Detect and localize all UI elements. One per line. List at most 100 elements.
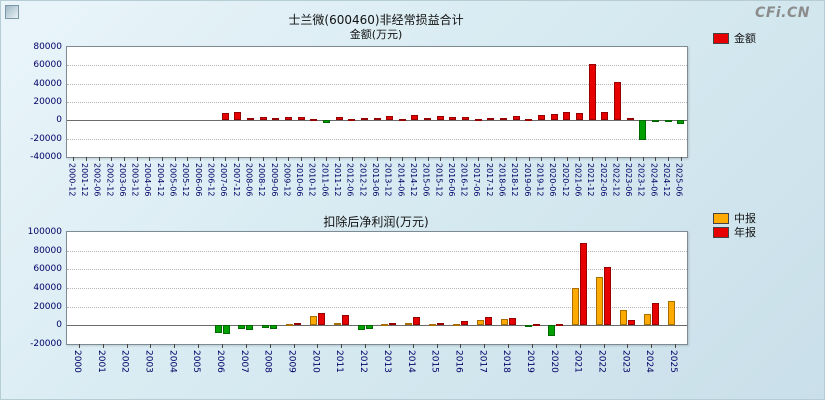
gridline	[67, 250, 687, 252]
x-axis-tick	[187, 157, 189, 161]
x-axis-tick	[566, 157, 568, 161]
bar	[548, 325, 556, 336]
x-axis-label: 2008-12	[257, 163, 267, 197]
bar	[487, 117, 495, 121]
bar	[259, 117, 267, 121]
bar	[460, 320, 468, 326]
x-axis-tick	[630, 157, 632, 161]
x-axis-tick	[98, 157, 100, 161]
x-axis-label: 2013-06	[371, 163, 380, 197]
x-axis-tick	[317, 344, 319, 348]
x-axis-label: 2005	[191, 350, 202, 373]
bar	[572, 288, 580, 326]
bar	[234, 112, 242, 121]
y-axis-label: 60000	[33, 60, 62, 71]
bar	[580, 243, 588, 326]
x-axis-tick	[222, 344, 223, 348]
app-icon	[5, 5, 19, 19]
x-axis-label: 2024	[644, 350, 655, 373]
x-axis-tick	[412, 344, 414, 348]
bar	[411, 114, 419, 121]
y-axis-label: 80000	[33, 245, 62, 256]
bar	[437, 322, 445, 326]
bar	[317, 313, 325, 326]
bar	[348, 118, 356, 121]
chart1-title: 士兰微(600460)非经常损益合计	[288, 13, 464, 27]
bar	[452, 324, 460, 327]
bar	[604, 267, 612, 326]
bar	[333, 323, 341, 326]
x-axis-tick	[579, 344, 581, 348]
x-axis-tick	[174, 157, 176, 161]
bar	[556, 324, 564, 327]
x-axis-tick	[651, 344, 653, 348]
x-axis-label: 2022-12	[611, 163, 621, 197]
chart1-x-axis: 2000-12 2001-12 2002-06 2002-12 2003-06 2003-…	[66, 161, 686, 211]
x-axis-tick	[102, 344, 104, 348]
gridline	[67, 138, 687, 140]
y-axis-label: 40000	[33, 283, 62, 293]
x-axis-label: 2011-12	[333, 163, 343, 197]
bar	[341, 315, 349, 326]
x-axis-tick	[627, 344, 629, 348]
x-axis-label: 2020	[548, 350, 559, 373]
bar	[322, 120, 330, 124]
x-axis-label: 2010-06	[295, 163, 305, 197]
x-axis-label: 2023-06	[624, 163, 634, 197]
x-axis-label: 2015	[429, 350, 440, 373]
x-axis-label: 2009	[286, 350, 297, 373]
x-axis-label: 2020-06	[548, 163, 558, 197]
x-axis-label: 2024-06	[649, 163, 659, 197]
gridline	[67, 288, 687, 289]
x-axis-label: 2014-12	[408, 163, 418, 197]
bar	[360, 117, 368, 121]
x-axis-tick	[326, 157, 328, 161]
x-axis-tick	[149, 157, 151, 161]
x-axis-label: 2005-06	[168, 163, 178, 197]
bar	[550, 114, 558, 121]
x-axis-label: 2004-12	[155, 163, 165, 197]
gridline	[67, 83, 687, 85]
bar	[626, 117, 634, 121]
x-axis-label: 2001	[95, 350, 106, 373]
bar	[246, 325, 254, 330]
bar	[449, 117, 457, 121]
legend-item-amount: 金额	[713, 31, 756, 45]
y-axis-label: -20000	[30, 339, 62, 349]
y-axis-label: 0	[56, 320, 62, 331]
bar	[238, 325, 246, 330]
x-axis-label: 2023	[620, 350, 631, 373]
legend-item-annual: 年报	[713, 225, 756, 239]
bar	[413, 316, 421, 326]
x-axis-tick	[237, 157, 239, 161]
x-axis-tick	[579, 157, 581, 161]
x-axis-tick	[111, 157, 113, 161]
x-axis-tick	[199, 157, 201, 161]
x-axis-label: 2008	[262, 350, 273, 373]
x-axis-label: 2013	[381, 350, 392, 373]
x-axis-tick	[198, 344, 200, 348]
chart1-subtitle: 金额(万元)	[349, 28, 403, 41]
bar	[588, 63, 596, 121]
x-axis-tick	[313, 157, 315, 161]
bar	[270, 325, 278, 330]
bar	[357, 325, 365, 330]
x-axis-tick	[388, 344, 390, 348]
bar	[429, 323, 437, 326]
bar	[500, 118, 508, 121]
x-axis-label: 2011-06	[320, 163, 330, 197]
gridline	[67, 306, 687, 308]
bar	[294, 323, 302, 326]
x-axis-tick	[377, 157, 378, 161]
bar	[484, 316, 492, 326]
x-axis-tick	[532, 344, 533, 348]
legend-swatch-annual-icon	[713, 226, 729, 238]
bar	[677, 120, 685, 124]
x-axis-label: 2015-12	[434, 163, 444, 197]
bar	[651, 302, 659, 326]
x-axis-tick	[541, 157, 543, 161]
bar	[537, 115, 545, 121]
bar	[214, 325, 222, 333]
y-axis-label: -40000	[30, 152, 62, 162]
